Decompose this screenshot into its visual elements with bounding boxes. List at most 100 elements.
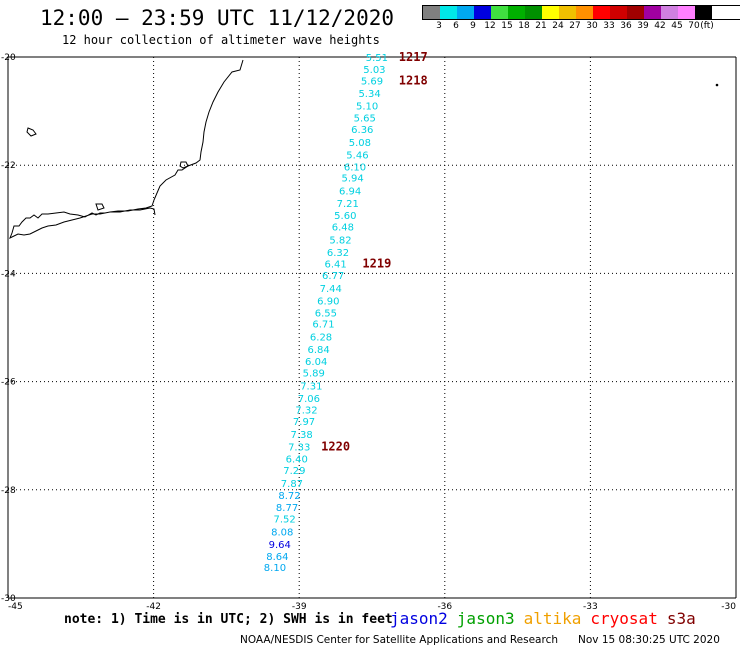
legend-labels: 3 6 9 12 15 18 21 24 27 30 33 36 39 42 45 70 (ft) xyxy=(422,20,740,32)
wave-height-value: 6.77 xyxy=(322,271,344,282)
legend-swatch xyxy=(695,6,712,19)
island-2 xyxy=(179,161,189,169)
lon-tick-label: -42 xyxy=(146,602,161,612)
wave-height-value: 6.04 xyxy=(305,357,327,368)
legend-swatch xyxy=(525,6,542,19)
wave-height-value: 8.64 xyxy=(266,552,288,563)
wave-height-value: 5.10 xyxy=(356,102,378,113)
legend-swatch xyxy=(457,6,474,19)
wave-height-value: 7.21 xyxy=(337,199,359,210)
time-label: 1217 xyxy=(399,50,428,64)
satellite-cryosat: cryosat xyxy=(590,609,658,628)
wave-height-value: 7.38 xyxy=(290,430,312,441)
wave-height-value: 6.40 xyxy=(286,454,308,465)
time-labels: 1217 1218 1219 1220 xyxy=(321,50,428,454)
axis-labels: -45 -42 -39 -36 -33 -30 -20 -22 -24 -26 -28 -30 xyxy=(1,53,736,612)
wave-height-value: 9.64 xyxy=(269,540,291,551)
lat-tick-label: -22 xyxy=(1,161,16,171)
wave-height-value: 7.32 xyxy=(295,406,317,417)
satellite-legend: jason2 jason3 altika cryosat s3a xyxy=(390,609,705,628)
legend-swatch xyxy=(610,6,627,19)
island-3 xyxy=(95,203,105,211)
wave-height-value: 6.41 xyxy=(324,260,346,271)
wave-height-value: 7.87 xyxy=(281,479,303,490)
legend-label: 9 xyxy=(470,21,476,31)
wave-height-value: 5.82 xyxy=(329,235,351,246)
color-legend: 3 6 9 12 15 18 21 24 27 30 33 36 39 42 45 70 (ft) xyxy=(422,5,740,32)
legend-label: 39 xyxy=(637,21,649,31)
wave-height-value: 5.94 xyxy=(341,174,363,185)
chart-title: 12:00 – 23:59 UTC 11/12/2020 xyxy=(40,6,395,30)
legend-label: 27 xyxy=(569,21,581,31)
wave-height-value: 6.36 xyxy=(351,125,373,136)
wave-height-value: 8.08 xyxy=(271,527,293,538)
legend-swatch xyxy=(508,6,525,19)
legend-label: 3 xyxy=(436,21,442,31)
lat-tick-label: -20 xyxy=(1,53,16,63)
satellite-s3a: s3a xyxy=(666,609,696,628)
legend-label: 15 xyxy=(501,21,513,31)
legend-swatch xyxy=(678,6,695,19)
legend-swatch xyxy=(576,6,593,19)
legend-swatch xyxy=(661,6,678,19)
wave-height-value: 5.03 xyxy=(363,65,385,76)
wave-height-value: 6.28 xyxy=(310,333,332,344)
legend-label: 24 xyxy=(552,21,564,31)
legend-label: 6 xyxy=(453,21,459,31)
wave-height-value: 8.77 xyxy=(276,503,298,514)
satellite-jason3: jason3 xyxy=(456,609,515,628)
lat-tick-label: -28 xyxy=(1,486,16,496)
wave-height-value: 7.44 xyxy=(320,284,342,295)
legend-swatches xyxy=(422,5,740,20)
wave-height-value: 6.55 xyxy=(315,308,337,319)
legend-label: 42 xyxy=(654,21,666,31)
legend-label: 45 xyxy=(671,21,683,31)
note-text: note: 1) Time is in UTC; 2) SWH is in fe… xyxy=(64,612,393,627)
wave-height-value: 6.90 xyxy=(317,296,339,307)
wave-height-value: 5.46 xyxy=(346,150,368,161)
wave-height-value: 5.51 xyxy=(366,53,388,64)
wave-height-value: 5.60 xyxy=(334,211,356,222)
lat-tick-label: -24 xyxy=(1,269,16,279)
lon-tick-label: -45 xyxy=(8,602,23,612)
legend-label: 18 xyxy=(518,21,530,31)
lon-tick-label: -36 xyxy=(437,602,452,612)
footer-timestamp: Nov 15 08:30:25 UTC 2020 xyxy=(578,634,720,646)
altimeter-track: 5.515.035.69 5.34 5.105.656.36 5.085.466.10… xyxy=(264,53,388,574)
wave-height-value: 7.52 xyxy=(274,514,296,525)
wave-height-value: 6.71 xyxy=(312,320,334,331)
wave-height-value: 5.89 xyxy=(303,368,325,379)
wave-height-value: 7.33 xyxy=(288,443,310,454)
lat-tick-label: -30 xyxy=(1,594,16,604)
chart-subtitle: 12 hour collection of altimeter wave hei… xyxy=(62,33,380,47)
legend-swatch xyxy=(644,6,661,19)
wave-height-value: 5.34 xyxy=(358,89,380,100)
island-4 xyxy=(715,83,719,87)
legend-label: 33 xyxy=(603,21,615,31)
legend-swatch xyxy=(491,6,508,19)
wave-height-value: 8.10 xyxy=(264,563,286,574)
lon-tick-label: -30 xyxy=(721,602,736,612)
wave-height-value: 8.72 xyxy=(278,491,300,502)
time-label: 1219 xyxy=(362,257,391,271)
satellite-altika: altika xyxy=(523,609,582,628)
coastline xyxy=(9,59,719,240)
legend-swatch xyxy=(440,6,457,19)
lon-tick-label: -33 xyxy=(583,602,598,612)
legend-label: 12 xyxy=(484,21,496,31)
legend-label: 36 xyxy=(620,21,632,31)
lat-tick-label: -26 xyxy=(1,378,16,388)
legend-label: 21 xyxy=(535,21,547,31)
lon-tick-label: -39 xyxy=(292,602,307,612)
wave-height-value: 6.84 xyxy=(307,345,329,356)
wave-height-value: 5.69 xyxy=(361,76,383,87)
wave-height-value: 6.94 xyxy=(339,187,361,198)
wave-height-value: 7.97 xyxy=(293,417,315,428)
satellite-jason2: jason2 xyxy=(390,609,448,628)
wave-height-value: 6.10 xyxy=(344,162,366,173)
wave-height-value: 6.32 xyxy=(327,248,349,259)
legend-swatch xyxy=(627,6,644,19)
grid-lines xyxy=(7,56,737,599)
wave-height-value: 7.29 xyxy=(283,466,305,477)
